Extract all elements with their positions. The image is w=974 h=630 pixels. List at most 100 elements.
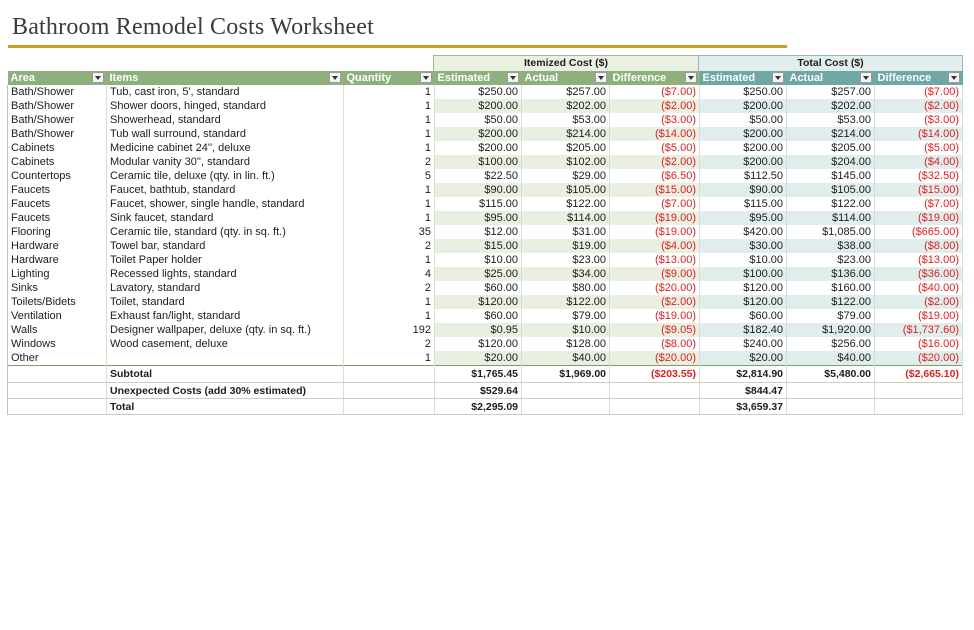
filter-dropdown-icon[interactable]: [947, 72, 960, 83]
cell-quantity[interactable]: 1: [343, 141, 435, 155]
cell-total-estimated[interactable]: $200.00: [699, 141, 787, 155]
cell[interactable]: [7, 382, 107, 399]
filter-dropdown-icon[interactable]: [594, 72, 607, 83]
cell-itemized-difference[interactable]: ($7.00): [609, 197, 700, 211]
cell-itemized-actual[interactable]: $114.00: [521, 211, 610, 225]
cell-total-actual[interactable]: $214.00: [786, 127, 875, 141]
cell-total-difference[interactable]: ($8.00): [874, 239, 963, 253]
subtotal-label[interactable]: Subtotal: [106, 365, 344, 383]
cell-itemized-actual[interactable]: $79.00: [521, 309, 610, 323]
cell-itemized-estimated[interactable]: $10.00: [434, 253, 522, 267]
cell-total-estimated[interactable]: $10.00: [699, 253, 787, 267]
total-total-estimated[interactable]: $3,659.37: [699, 398, 787, 415]
cell-quantity[interactable]: 1: [343, 99, 435, 113]
column-header-itemized-difference[interactable]: Difference: [609, 71, 700, 85]
cell-area[interactable]: Hardware: [7, 239, 107, 253]
column-header-total-difference[interactable]: Difference: [874, 71, 963, 85]
cell-area[interactable]: Countertops: [7, 169, 107, 183]
cell-itemized-difference[interactable]: ($9.00): [609, 267, 700, 281]
filter-dropdown-icon[interactable]: [419, 72, 432, 83]
cell-total-difference[interactable]: ($15.00): [874, 183, 963, 197]
column-header-total-estimated[interactable]: Estimated: [699, 71, 787, 85]
cell-total-estimated[interactable]: $200.00: [699, 155, 787, 169]
cell-itemized-difference[interactable]: ($2.00): [609, 99, 700, 113]
unexpected-costs-label[interactable]: Unexpected Costs (add 30% estimated): [106, 382, 344, 399]
cell[interactable]: [343, 382, 435, 399]
cell-area[interactable]: Other: [7, 351, 107, 366]
cell-total-difference[interactable]: ($36.00): [874, 267, 963, 281]
cell-total-estimated[interactable]: $90.00: [699, 183, 787, 197]
cell-itemized-estimated[interactable]: $60.00: [434, 309, 522, 323]
cell-total-difference[interactable]: ($1,737.60): [874, 323, 963, 337]
cell-total-difference[interactable]: ($7.00): [874, 197, 963, 211]
cell[interactable]: [786, 382, 875, 399]
cell-itemized-difference[interactable]: ($8.00): [609, 337, 700, 351]
cell-itemized-estimated[interactable]: $95.00: [434, 211, 522, 225]
cell-item[interactable]: Ceramic tile, deluxe (qty. in lin. ft.): [106, 169, 344, 183]
total-label[interactable]: Total: [106, 398, 344, 415]
cell-area[interactable]: Lighting: [7, 267, 107, 281]
cell-total-actual[interactable]: $79.00: [786, 309, 875, 323]
cell-itemized-actual[interactable]: $31.00: [521, 225, 610, 239]
cell-itemized-estimated[interactable]: $60.00: [434, 281, 522, 295]
cell-area[interactable]: Bath/Shower: [7, 113, 107, 127]
subtotal-total-estimated[interactable]: $2,814.90: [699, 365, 787, 383]
column-header-itemized-estimated[interactable]: Estimated: [434, 71, 522, 85]
cell-quantity[interactable]: 4: [343, 267, 435, 281]
cell-quantity[interactable]: 1: [343, 113, 435, 127]
cell-item[interactable]: Toilet, standard: [106, 295, 344, 309]
cell-itemized-estimated[interactable]: $120.00: [434, 295, 522, 309]
cell-quantity[interactable]: 1: [343, 85, 435, 99]
cell-itemized-actual[interactable]: $202.00: [521, 99, 610, 113]
cell-itemized-difference[interactable]: ($19.00): [609, 211, 700, 225]
cell-item[interactable]: Designer wallpaper, deluxe (qty. in sq. …: [106, 323, 344, 337]
cell-total-actual[interactable]: $136.00: [786, 267, 875, 281]
cell-itemized-actual[interactable]: $205.00: [521, 141, 610, 155]
cell-itemized-actual[interactable]: $23.00: [521, 253, 610, 267]
cell[interactable]: [609, 398, 700, 415]
cell-itemized-difference[interactable]: ($2.00): [609, 295, 700, 309]
cell-item[interactable]: Exhaust fan/light, standard: [106, 309, 344, 323]
cell-item[interactable]: Shower doors, hinged, standard: [106, 99, 344, 113]
cell-itemized-actual[interactable]: $105.00: [521, 183, 610, 197]
cell-total-estimated[interactable]: $20.00: [699, 351, 787, 366]
cell-itemized-actual[interactable]: $102.00: [521, 155, 610, 169]
column-header-itemized-actual[interactable]: Actual: [521, 71, 610, 85]
cell-quantity[interactable]: 1: [343, 197, 435, 211]
cell-total-estimated[interactable]: $200.00: [699, 127, 787, 141]
cell-total-actual[interactable]: $205.00: [786, 141, 875, 155]
cell-item[interactable]: Sink faucet, standard: [106, 211, 344, 225]
cell[interactable]: [7, 365, 107, 383]
cell-total-actual[interactable]: $38.00: [786, 239, 875, 253]
cell-itemized-estimated[interactable]: $15.00: [434, 239, 522, 253]
column-header-items[interactable]: Items: [106, 71, 344, 85]
cell-total-difference[interactable]: ($7.00): [874, 85, 963, 99]
cell-itemized-difference[interactable]: ($7.00): [609, 85, 700, 99]
filter-dropdown-icon[interactable]: [328, 72, 341, 83]
cell-total-estimated[interactable]: $30.00: [699, 239, 787, 253]
cell-total-estimated[interactable]: $112.50: [699, 169, 787, 183]
cell-itemized-difference[interactable]: ($4.00): [609, 239, 700, 253]
cell-total-estimated[interactable]: $100.00: [699, 267, 787, 281]
cell-itemized-estimated[interactable]: $22.50: [434, 169, 522, 183]
cell-total-estimated[interactable]: $200.00: [699, 99, 787, 113]
cell-itemized-actual[interactable]: $122.00: [521, 197, 610, 211]
cell-total-actual[interactable]: $1,085.00: [786, 225, 875, 239]
cell-total-difference[interactable]: ($16.00): [874, 337, 963, 351]
cell[interactable]: [521, 382, 610, 399]
cell-itemized-difference[interactable]: ($20.00): [609, 281, 700, 295]
cell-itemized-difference[interactable]: ($15.00): [609, 183, 700, 197]
cell-itemized-estimated[interactable]: $12.00: [434, 225, 522, 239]
cell[interactable]: [609, 382, 700, 399]
cell-total-estimated[interactable]: $182.40: [699, 323, 787, 337]
cell-total-estimated[interactable]: $240.00: [699, 337, 787, 351]
cell-item[interactable]: Faucet, bathtub, standard: [106, 183, 344, 197]
cell-itemized-actual[interactable]: $34.00: [521, 267, 610, 281]
cell-quantity[interactable]: 35: [343, 225, 435, 239]
cell-itemized-actual[interactable]: $53.00: [521, 113, 610, 127]
cell-total-estimated[interactable]: $60.00: [699, 309, 787, 323]
cell-total-actual[interactable]: $53.00: [786, 113, 875, 127]
cell-itemized-difference[interactable]: ($14.00): [609, 127, 700, 141]
filter-dropdown-icon[interactable]: [771, 72, 784, 83]
cell-total-actual[interactable]: $40.00: [786, 351, 875, 366]
